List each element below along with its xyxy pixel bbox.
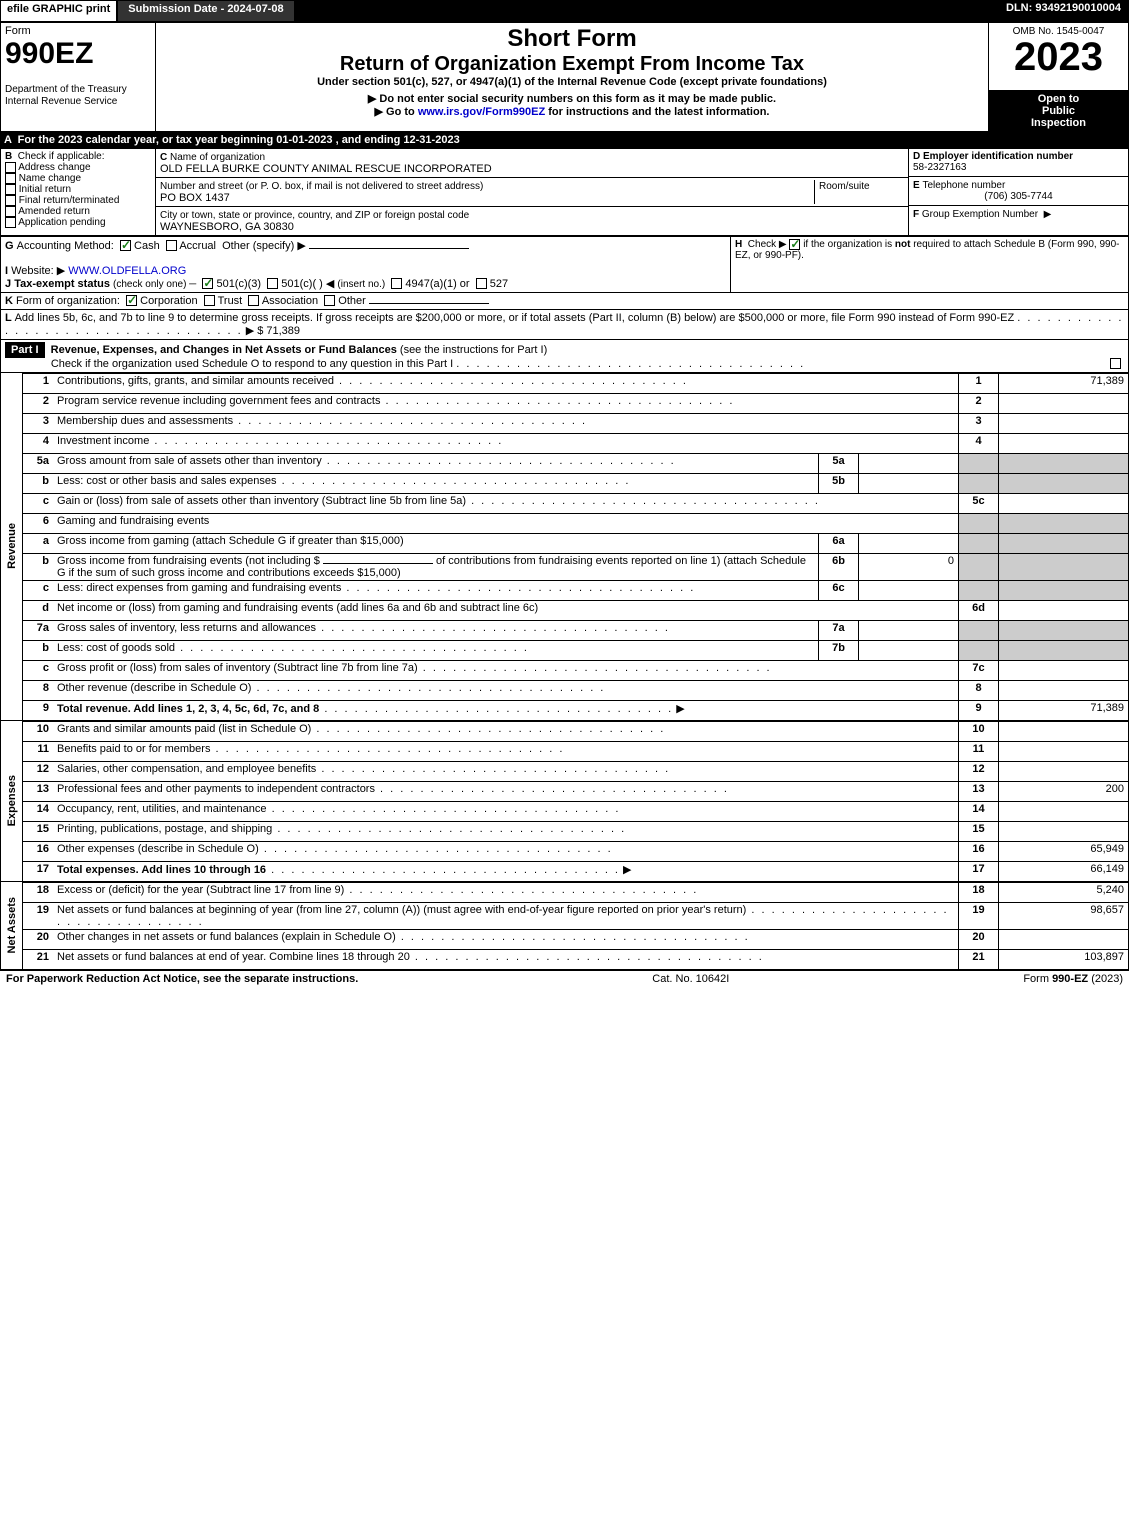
open-to: Open to xyxy=(993,93,1124,105)
under-section: Under section 501(c), 527, or 4947(a)(1)… xyxy=(160,76,984,88)
section-a-period: A For the 2023 calendar year, or tax yea… xyxy=(0,132,1129,148)
goto-prefix: Go to www.irs.gov/Form990EZ for instruct… xyxy=(375,106,770,118)
g-label: Accounting Method: xyxy=(17,240,114,252)
l-value: $ 71,389 xyxy=(257,325,300,337)
footer-right: Form 990-EZ (2023) xyxy=(1023,973,1123,985)
street-label: Number and street (or P. O. box, if mail… xyxy=(160,181,483,192)
line19-value: 98,657 xyxy=(998,903,1128,929)
check-schedule-o[interactable] xyxy=(1110,358,1121,369)
org-info-table: B Check if applicable: Address change Na… xyxy=(0,148,1129,236)
line21-value: 103,897 xyxy=(998,950,1128,969)
tax-year: 2023 xyxy=(993,37,1124,77)
check-corporation[interactable] xyxy=(126,295,137,306)
line18-value: 5,240 xyxy=(998,883,1128,902)
irs-label: Internal Revenue Service xyxy=(5,96,117,107)
check-schedule-b[interactable] xyxy=(789,239,800,250)
dept-label: Department of the Treasury xyxy=(5,84,127,95)
netassets-vlabel: Net Assets xyxy=(5,893,19,957)
part1-headnote: (see the instructions for Part I) xyxy=(400,344,547,356)
footer-left: For Paperwork Reduction Act Notice, see … xyxy=(6,973,358,985)
check-amended-return[interactable] xyxy=(5,206,16,217)
website-label: Website: xyxy=(11,265,54,277)
form-number: 990EZ xyxy=(5,37,93,70)
inspection: Inspection xyxy=(993,117,1124,129)
check-501c3[interactable] xyxy=(202,278,213,289)
revenue-vlabel: Revenue xyxy=(5,519,19,573)
line16-value: 65,949 xyxy=(998,842,1128,861)
short-form-title: Short Form xyxy=(160,25,984,53)
group-exempt-label: Group Exemption Number xyxy=(922,209,1038,220)
ein-value: 58-2327163 xyxy=(913,162,966,173)
line17-value: 66,149 xyxy=(998,862,1128,881)
page-footer: For Paperwork Reduction Act Notice, see … xyxy=(0,970,1129,987)
phone-value: (706) 305-7744 xyxy=(913,191,1124,202)
ein-label: Employer identification number xyxy=(923,151,1073,162)
check-527[interactable] xyxy=(476,278,487,289)
street-value: PO BOX 1437 xyxy=(160,192,230,204)
check-address-change[interactable] xyxy=(5,162,16,173)
check-application-pending[interactable] xyxy=(5,217,16,228)
header-table: Form 990EZ Department of the Treasury In… xyxy=(0,22,1129,132)
check-501c[interactable] xyxy=(267,278,278,289)
c-name-label: Name of organization xyxy=(170,152,265,163)
netassets-block: Net Assets 18Excess or (deficit) for the… xyxy=(0,882,1129,970)
line6b-value: 0 xyxy=(858,554,958,580)
city-value: WAYNESBORO, GA 30830 xyxy=(160,221,294,233)
top-bar: efile GRAPHIC print Submission Date - 20… xyxy=(0,0,1129,22)
dln-label: DLN: 93492190010004 xyxy=(998,0,1129,22)
k-label: Form of organization: xyxy=(16,295,120,307)
org-name: OLD FELLA BURKE COUNTY ANIMAL RESCUE INC… xyxy=(160,163,492,175)
efile-print-label[interactable]: efile GRAPHIC print xyxy=(0,0,117,22)
irs-link[interactable]: www.irs.gov/Form990EZ xyxy=(418,106,545,118)
check-name-change[interactable] xyxy=(5,173,16,184)
check-4947[interactable] xyxy=(391,278,402,289)
room-label: Room/suite xyxy=(819,181,870,192)
form-label: Form xyxy=(5,25,31,37)
ssn-warning: Do not enter social security numbers on … xyxy=(368,93,776,105)
part1-heading: Revenue, Expenses, and Changes in Net As… xyxy=(51,344,397,356)
check-trust[interactable] xyxy=(204,295,215,306)
city-label: City or town, state or province, country… xyxy=(160,210,469,221)
check-other-org[interactable] xyxy=(324,295,335,306)
line13-value: 200 xyxy=(998,782,1128,801)
line1-value: 71,389 xyxy=(998,374,1128,393)
submission-date: Submission Date - 2024-07-08 xyxy=(117,0,294,22)
check-cash[interactable] xyxy=(120,240,131,251)
part1-header-row: Part I Revenue, Expenses, and Changes in… xyxy=(0,340,1129,373)
l-text: Add lines 5b, 6c, and 7b to line 9 to de… xyxy=(15,312,1015,324)
phone-label: Telephone number xyxy=(922,180,1005,191)
check-association[interactable] xyxy=(248,295,259,306)
revenue-block: Revenue 1Contributions, gifts, grants, a… xyxy=(0,373,1129,721)
part1-label: Part I xyxy=(5,342,45,358)
line9-value: 71,389 xyxy=(998,701,1128,720)
b-label: Check if applicable: xyxy=(18,151,105,162)
expenses-block: Expenses 10Grants and similar amounts pa… xyxy=(0,721,1129,882)
ghijkl-table: G Accounting Method: Cash Accrual Other … xyxy=(0,236,1129,340)
part1-check-text: Check if the organization used Schedule … xyxy=(51,358,453,370)
return-title: Return of Organization Exempt From Incom… xyxy=(160,53,984,76)
check-final-return[interactable] xyxy=(5,195,16,206)
website-link[interactable]: WWW.OLDFELLA.ORG xyxy=(68,265,186,277)
check-initial-return[interactable] xyxy=(5,184,16,195)
j-label: Tax-exempt status xyxy=(14,278,110,290)
check-accrual[interactable] xyxy=(166,240,177,251)
footer-catno: Cat. No. 10642I xyxy=(652,973,729,985)
expenses-vlabel: Expenses xyxy=(5,771,19,830)
public: Public xyxy=(993,105,1124,117)
